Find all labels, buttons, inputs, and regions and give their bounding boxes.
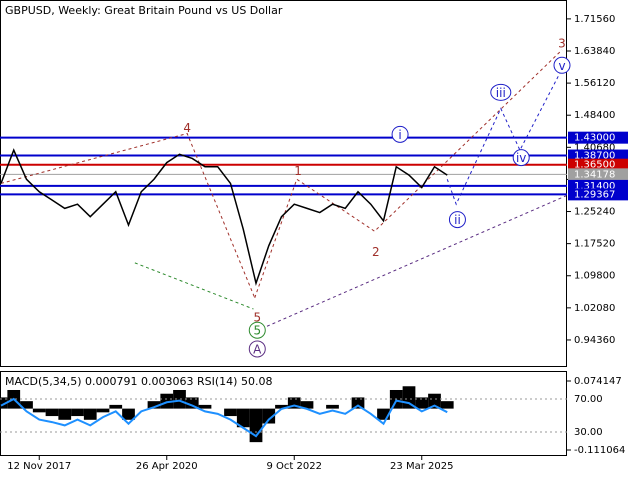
price-frame (0, 0, 567, 367)
macd-bar (147, 401, 161, 409)
level-label: 1.38700 (574, 151, 615, 162)
x-tick-label: 12 Nov 2017 (7, 461, 71, 472)
macd-bar (160, 393, 174, 409)
price-layer: 1.715601.638401.561201.484001.406801.329… (0, 14, 628, 472)
x-tick-label: 9 Oct 2022 (267, 461, 322, 472)
y-tick-label: 1.40680 (574, 142, 615, 153)
macd-bar (428, 393, 441, 409)
wave-label: 2 (372, 245, 380, 259)
level-label: 1.43000 (574, 133, 615, 144)
macd-tick-label: 0.074147 (574, 376, 622, 387)
macd-bar (109, 404, 123, 409)
wave-label: 4 (183, 121, 191, 135)
wave-label: 5 (253, 324, 261, 338)
wave-line (446, 68, 563, 206)
wave-label: ii (454, 213, 461, 227)
macd-bar (326, 404, 339, 409)
wave-label: iii (496, 86, 506, 100)
wave-label: 3 (558, 36, 566, 50)
y-tick-label: 1.48400 (574, 110, 615, 121)
macd-bar (224, 408, 237, 417)
wave-circle (490, 83, 512, 101)
wave-label: 1 (294, 164, 302, 178)
level-label: 1.34178 (574, 169, 615, 180)
macd-bar (287, 397, 301, 409)
level-tag (568, 168, 628, 181)
macd-bar (122, 408, 135, 420)
macd-bar (440, 401, 454, 409)
wave-circle (248, 340, 266, 358)
y-tick-label: 1.17520 (574, 239, 615, 250)
price-line (0, 148, 448, 286)
macd-bar (377, 408, 390, 420)
macd-bar (32, 408, 46, 413)
y-tick-label: 1.09800 (574, 271, 615, 282)
x-tick-label: 26 Apr 2020 (136, 461, 198, 472)
wave-label: iv (516, 151, 526, 165)
chart-title: GBPUSD, Weekly: Great Britain Pound vs U… (5, 4, 283, 17)
macd-bar (173, 389, 186, 409)
macd-bar (198, 404, 212, 409)
level-tag (568, 188, 628, 201)
macd-tick-label: -0.111064 (574, 445, 625, 456)
wave-label: 5 (253, 310, 261, 324)
wave-circle (391, 125, 409, 143)
wave-line (254, 49, 563, 298)
wave-circle (553, 56, 571, 74)
macd-bar (236, 408, 250, 428)
level-label: 1.36500 (574, 160, 615, 171)
y-tick-label: 1.56120 (574, 78, 615, 89)
wave-line (0, 132, 256, 298)
wave-circle (248, 321, 266, 339)
wave-label: v (558, 59, 565, 73)
macd-bar (71, 408, 84, 417)
macd-bar (185, 397, 199, 409)
macd-bar (300, 401, 314, 409)
wave-label: i (398, 128, 401, 142)
level-tag (568, 158, 628, 171)
y-tick-label: 1.71560 (574, 14, 615, 25)
macd-bar (415, 397, 429, 409)
macd-bar (275, 404, 288, 409)
x-tick-label: 23 Mar 2025 (390, 461, 453, 472)
level-label: 1.31400 (574, 181, 615, 192)
macd-bar (83, 408, 97, 420)
rsi-line (0, 397, 448, 438)
y-tick-label: 1.63840 (574, 46, 615, 57)
macd-bar (0, 397, 8, 409)
rsi-tick-label: 70.00 (574, 394, 603, 405)
y-tick-label: 1.25240 (574, 207, 615, 218)
macd-bar (351, 397, 365, 409)
wave-circle (512, 149, 530, 167)
rsi-tick-label: 30.00 (574, 427, 603, 438)
y-tick-label: 1.02080 (574, 303, 615, 314)
level-tag (568, 149, 628, 162)
wave-label: A (253, 342, 262, 356)
macd-bar (20, 401, 33, 409)
level-tag (568, 131, 628, 144)
macd-bar (58, 408, 72, 420)
indicator-title: MACD(5,34,5) 0.000791 0.003063 RSI(14) 5… (5, 375, 272, 388)
wave-circle (448, 211, 466, 229)
wave-line (255, 195, 567, 332)
level-label: 1.29367 (574, 189, 615, 200)
y-tick-label: 0.94360 (574, 335, 615, 346)
macd-bar (96, 408, 110, 413)
macd-bar (45, 408, 59, 417)
macd-bar (262, 408, 276, 424)
